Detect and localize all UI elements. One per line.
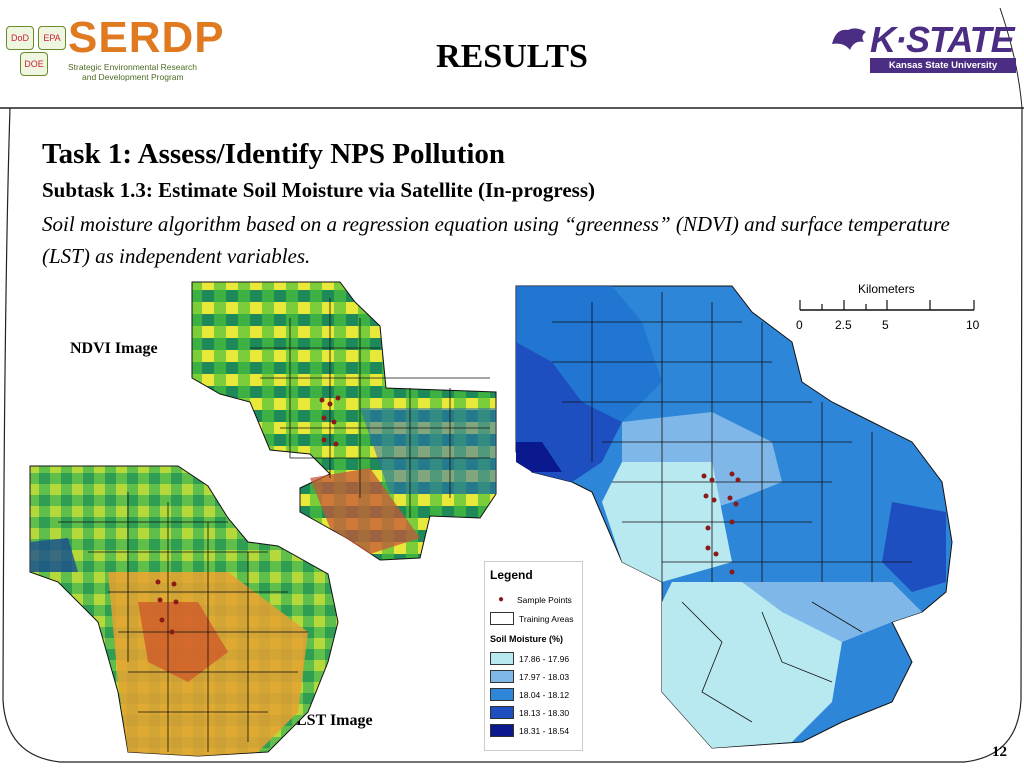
serdp-subtitle-line2: and Development Program [82, 72, 184, 82]
kstate-wordmark: K·STATE [870, 19, 1015, 60]
scale-tick-5: 5 [882, 318, 889, 332]
doe-box: DOE [20, 52, 48, 76]
legend-class-3-label: 18.04 - 18.12 [519, 689, 570, 700]
scale-ticks [799, 300, 975, 311]
wildcat-icon [832, 28, 866, 50]
page-title: RESULTS [436, 38, 588, 75]
kstate-university-bar: Kansas State University [870, 58, 1016, 73]
legend-class-4-label: 18.13 - 18.30 [519, 707, 570, 718]
legend-title: Legend [490, 568, 533, 582]
soil-moisture-map [515, 285, 953, 749]
map-legend: Legend ● Sample Points Training Areas So… [484, 561, 583, 751]
legend-swatch-3 [490, 688, 514, 701]
legend-class-2: 17.97 - 18.03 [490, 670, 569, 683]
legend-class-3: 18.04 - 18.12 [490, 688, 569, 701]
legend-class-1-label: 17.86 - 17.96 [519, 653, 570, 664]
description: Soil moisture algorithm based on a regre… [42, 212, 950, 268]
legend-swatch-1 [490, 652, 514, 665]
serdp-logo: DoD EPA DOE SERDP Strategic Environmenta… [2, 12, 224, 82]
ndvi-map [191, 281, 497, 561]
scale-unit-label: Kilometers [858, 282, 915, 296]
legend-soil-title: Soil Moisture (%) [490, 634, 564, 644]
lst-map [29, 465, 339, 757]
legend-sample-points-label: Sample Points [517, 594, 572, 605]
ndvi-image-label: NDVI Image [70, 340, 158, 357]
legend-swatch-5 [490, 724, 514, 737]
page-number: 12 [992, 744, 1007, 760]
sample-point-icon: ● [497, 594, 505, 605]
serdp-subtitle-line1: Strategic Environmental Research [68, 62, 197, 72]
task-title: Task 1: Assess/Identify NPS Pollution [42, 138, 506, 170]
dod-box: DoD [6, 26, 34, 50]
scale-bar: Kilometers 0 2.5 5 10 [790, 282, 990, 332]
scale-tick-0: 0 [796, 318, 803, 332]
scale-tick-10: 10 [966, 318, 980, 332]
training-area-swatch [490, 612, 514, 625]
legend-class-5: 18.31 - 18.54 [490, 724, 569, 737]
lst-image-label: LST Image [296, 712, 373, 729]
scale-tick-2-5: 2.5 [835, 318, 852, 332]
serdp-subtitle: Strategic Environmental Research and Dev… [68, 62, 197, 82]
legend-training-areas: Training Areas [490, 612, 574, 625]
legend-sample-points: ● Sample Points [490, 594, 572, 605]
legend-swatch-4 [490, 706, 514, 719]
legend-class-2-label: 17.97 - 18.03 [519, 671, 570, 682]
subtask-title: Subtask 1.3: Estimate Soil Moisture via … [42, 178, 596, 202]
legend-swatch-2 [490, 670, 514, 683]
kstate-logo: K·STATE Kansas State University [830, 22, 1016, 74]
legend-class-4: 18.13 - 18.30 [490, 706, 569, 719]
legend-class-1: 17.86 - 17.96 [490, 652, 569, 665]
legend-class-5-label: 18.31 - 18.54 [519, 725, 570, 736]
epa-box: EPA [38, 26, 66, 50]
legend-training-areas-label: Training Areas [519, 613, 574, 624]
serdp-wordmark: SERDP [68, 13, 225, 62]
